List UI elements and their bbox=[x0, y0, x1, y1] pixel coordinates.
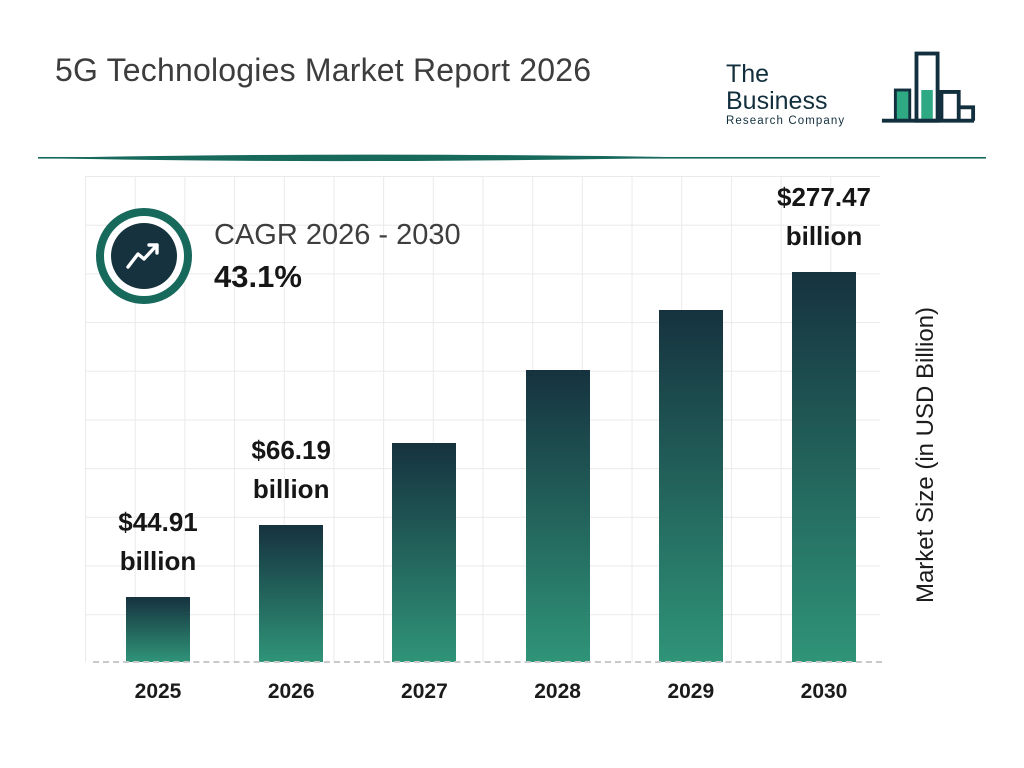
bar-value-line1: $277.47 bbox=[777, 182, 871, 212]
x-tick-2026: 2026 bbox=[267, 680, 315, 703]
divider-line bbox=[38, 154, 986, 162]
x-tick-2029: 2029 bbox=[667, 680, 715, 703]
cagr-label: CAGR 2026 - 2030 bbox=[214, 218, 461, 251]
company-logo: The Business Research Company bbox=[726, 48, 976, 132]
logo-subname: Research Company bbox=[726, 114, 846, 127]
x-tick-2030: 2030 bbox=[800, 680, 848, 703]
bar-2027 bbox=[392, 443, 457, 662]
bar-value-label-2025: $44.91 billion bbox=[58, 503, 258, 581]
bar-2029 bbox=[658, 310, 723, 662]
bar-2025 bbox=[126, 597, 190, 662]
logo-barchart-icon bbox=[881, 51, 976, 123]
cagr-value: 43.1% bbox=[214, 259, 302, 295]
trending-up-icon bbox=[96, 208, 192, 304]
bar-value-label-2026: $66.19 billion bbox=[191, 431, 391, 509]
x-axis-baseline bbox=[93, 661, 882, 663]
bar-value-line1: $44.91 bbox=[118, 507, 198, 537]
trending-up-icon-inner bbox=[111, 223, 177, 289]
cagr-block: CAGR 2026 - 2030 43.1% bbox=[96, 208, 461, 304]
cagr-text: CAGR 2026 - 2030 43.1% bbox=[214, 217, 461, 295]
y-axis-label: Market Size (in USD Billion) bbox=[912, 306, 939, 604]
logo-name: The Business bbox=[726, 60, 828, 115]
bar-2026 bbox=[259, 525, 324, 662]
x-tick-2025: 2025 bbox=[134, 680, 182, 703]
bar-value-line2: billion bbox=[119, 546, 197, 576]
logo-text: The Business Research Company bbox=[726, 61, 874, 127]
x-axis-ticks: 2025 2026 2027 2028 2029 2030 bbox=[85, 680, 880, 710]
x-tick-2028: 2028 bbox=[534, 680, 581, 703]
bar-value-line2: billion bbox=[785, 221, 863, 251]
bar-2028 bbox=[525, 370, 590, 662]
x-tick-2027: 2027 bbox=[401, 680, 448, 703]
bar-chart: $44.91 billion $66.19 billion $277.47 billion… bbox=[85, 176, 882, 703]
bar-value-line1: $66.19 bbox=[251, 435, 331, 465]
page-title: 5G Technologies Market Report 2026 bbox=[55, 52, 592, 88]
bar-value-line2: billion bbox=[252, 474, 330, 504]
bar-2030 bbox=[792, 272, 856, 662]
bars-layer: $44.91 billion $66.19 billion $277.47 billion bbox=[85, 176, 880, 662]
bar-value-label-2030: $277.47 billion bbox=[724, 178, 924, 256]
